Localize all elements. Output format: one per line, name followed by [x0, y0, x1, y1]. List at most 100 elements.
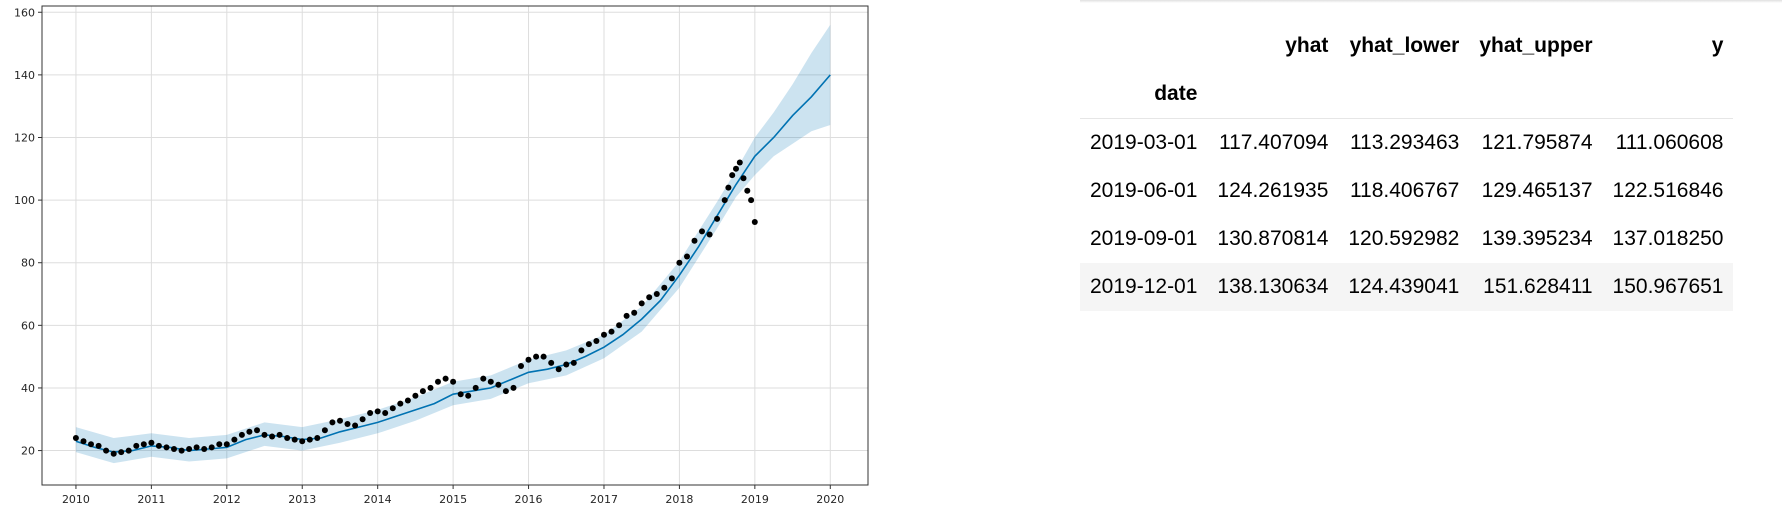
column-header-y: y — [1711, 34, 1724, 57]
cell-y: 122.516846 — [1612, 179, 1724, 202]
y-tick-label: 60 — [21, 319, 35, 332]
observed-point — [691, 237, 698, 244]
observed-point — [208, 444, 215, 451]
cell-yhat: 124.261935 — [1217, 179, 1329, 202]
cell-yhat-lower: 124.439041 — [1338, 263, 1470, 311]
observed-point — [729, 172, 736, 179]
observed-point — [374, 408, 381, 415]
observed-point — [269, 433, 276, 440]
observed-point — [495, 381, 502, 388]
observed-point — [178, 447, 185, 454]
observed-point — [450, 378, 457, 385]
index-row-blank-1 — [1207, 70, 1339, 119]
observed-point — [684, 253, 690, 260]
table-row: 2019-12-01 138.130634 124.439041 151.628… — [1080, 263, 1734, 311]
observed-point — [533, 353, 540, 360]
observed-point — [88, 441, 94, 448]
observed-point — [472, 384, 479, 391]
observed-point — [321, 427, 328, 434]
observed-point — [140, 441, 147, 448]
x-tick-label: 2020 — [816, 493, 844, 506]
observed-point — [382, 410, 389, 416]
table-row: 2019-06-01 124.261935 118.406767 129.465… — [1080, 167, 1733, 215]
observed-point — [427, 384, 434, 391]
observed-point — [344, 421, 351, 427]
axis-ticks: 2010 2011 2012 2013 2014 2015 2016 2017 2018 2019… — [14, 6, 844, 506]
observed-point — [706, 231, 713, 238]
observed-point — [661, 284, 668, 291]
observed-point — [518, 363, 524, 369]
cell-yhat-lower: 118.406767 — [1349, 179, 1460, 202]
cell-y: 150.967651 — [1602, 263, 1734, 311]
index-row-blank-3 — [1469, 70, 1603, 119]
observed-point — [133, 442, 140, 449]
observed-point — [646, 294, 653, 301]
x-tick-label: 2017 — [590, 493, 618, 506]
table-index-row: date — [1080, 70, 1734, 119]
column-header-yhat-upper: yhat_upper — [1479, 34, 1593, 57]
observed-point — [736, 159, 743, 166]
y-tick-label: 160 — [14, 6, 35, 19]
y-tick-label: 80 — [21, 257, 35, 270]
observed-point — [585, 341, 592, 348]
cell-yhat-upper: 151.628411 — [1469, 263, 1603, 311]
observed-point — [246, 428, 253, 435]
observed-point — [193, 444, 200, 451]
x-tick-label: 2013 — [288, 493, 316, 506]
observed-point — [389, 405, 396, 412]
observed-point — [631, 309, 638, 316]
x-tick-label: 2011 — [137, 493, 165, 506]
observed-point — [540, 353, 547, 360]
x-tick-label: 2018 — [665, 493, 693, 506]
forecast-chart: 2010 2011 2012 2013 2014 2015 2016 2017 2018 2019… — [0, 0, 880, 512]
observed-point — [118, 449, 125, 456]
cell-yhat-upper: 121.795874 — [1481, 131, 1593, 154]
observed-point — [103, 447, 110, 454]
observed-point — [419, 388, 426, 395]
observed-point — [412, 392, 419, 399]
observed-point — [733, 165, 739, 172]
observed-point — [668, 275, 675, 282]
observed-point — [148, 439, 155, 446]
observed-point — [254, 427, 260, 434]
cell-y: 137.018250 — [1612, 227, 1724, 250]
observed-point — [352, 422, 359, 429]
observed-point — [359, 416, 366, 423]
x-tick-label: 2016 — [515, 493, 543, 506]
index-row-blank-4 — [1602, 70, 1734, 119]
observed-point — [593, 338, 600, 344]
observed-point — [291, 436, 298, 443]
observed-point — [502, 388, 509, 395]
observed-point — [72, 435, 79, 441]
observed-point — [623, 312, 630, 319]
row-date: 2019-03-01 — [1090, 131, 1198, 154]
observed-point — [367, 410, 374, 416]
observed-point — [435, 378, 441, 385]
observed-point — [442, 375, 449, 382]
table-row: 2019-09-01 130.870814 120.592982 139.395… — [1080, 215, 1733, 263]
observed-point — [276, 431, 283, 438]
observed-point — [465, 392, 472, 399]
observed-point — [748, 197, 755, 204]
observed-point — [699, 228, 705, 235]
observed-point — [653, 291, 660, 297]
observed-point — [329, 419, 336, 426]
y-tick-label: 140 — [14, 69, 35, 82]
table-row: 2019-03-01 117.407094 113.293463 121.795… — [1080, 119, 1733, 168]
column-header-yhat-lower: yhat_lower — [1349, 34, 1460, 57]
observed-point — [201, 446, 208, 452]
row-date: 2019-09-01 — [1090, 227, 1198, 250]
y-tick-label: 100 — [14, 194, 35, 207]
observed-point — [487, 378, 494, 385]
observed-point — [261, 431, 268, 438]
cell-yhat: 138.130634 — [1207, 263, 1339, 311]
observed-point — [744, 187, 751, 194]
observed-point — [299, 438, 306, 445]
observed-point — [231, 436, 238, 443]
forecast-table: yhat yhat_lower yhat_upper y date 2019-0… — [1080, 22, 1734, 311]
observed-point — [740, 175, 747, 182]
x-tick-label: 2010 — [62, 493, 90, 506]
cell-yhat: 117.407094 — [1218, 131, 1329, 154]
observed-point — [510, 384, 517, 391]
grid — [42, 6, 868, 485]
